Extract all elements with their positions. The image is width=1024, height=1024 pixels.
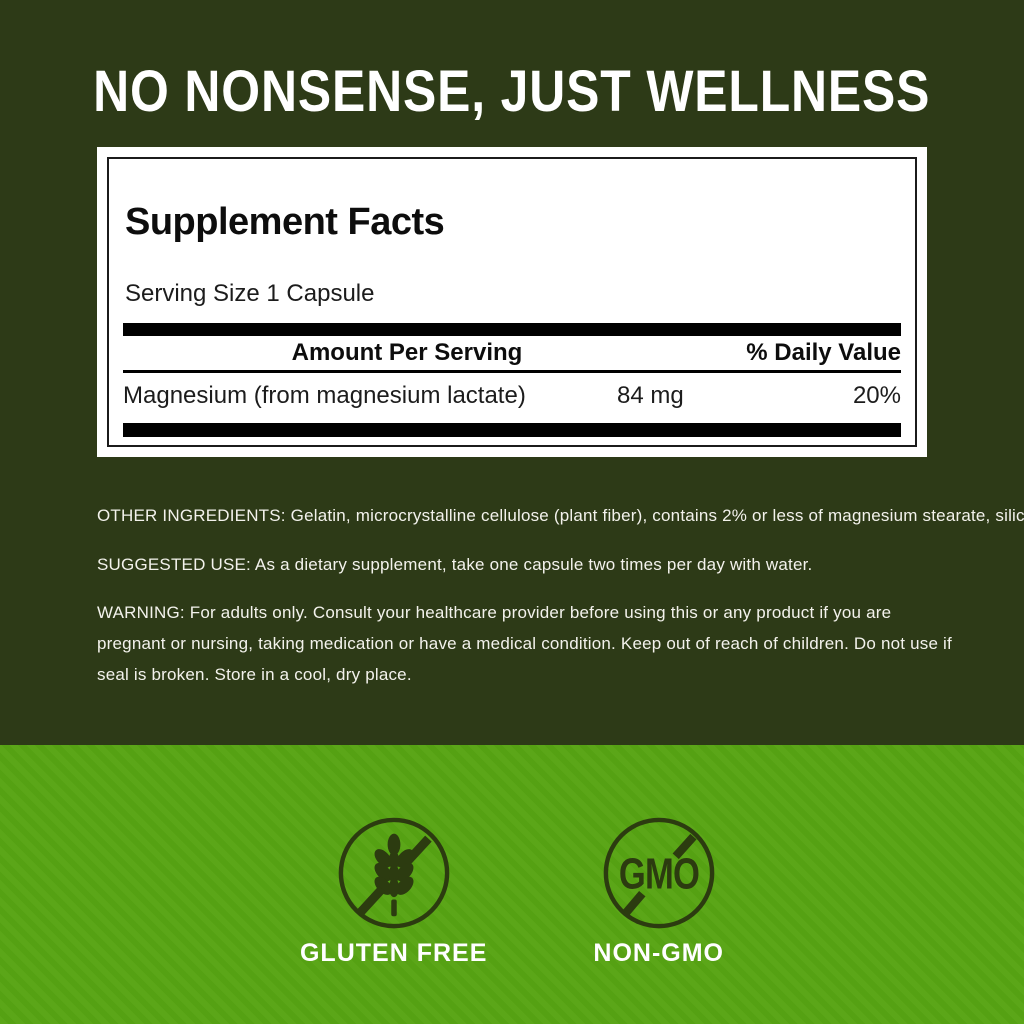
nutrient-amount: 84 mg — [617, 382, 684, 410]
gmo-icon-text: GMO — [619, 851, 699, 898]
supplement-facts-panel: Supplement Facts Serving Size 1 Capsule … — [97, 147, 927, 457]
headline-text: NO NONSENSE, JUST WELLNESS — [93, 59, 931, 124]
headline: NO NONSENSE, JUST WELLNESS — [0, 58, 1024, 125]
gluten-free-label: GLUTEN FREE — [299, 939, 488, 967]
non-gmo-badge: GMO NON-GMO — [593, 814, 724, 968]
table-top-bar — [123, 323, 901, 337]
supplement-facts-border: Supplement Facts Serving Size 1 Capsule … — [107, 157, 917, 447]
warning-text: WARNING: For adults only. Consult your h… — [97, 603, 952, 684]
table-header-row: Amount Per Serving % Daily Value — [123, 336, 901, 370]
facts-title: Supplement Facts — [125, 201, 445, 243]
suggested-use-text: SUGGESTED USE: As a dietary supplement, … — [97, 555, 813, 574]
table-bottom-bar — [123, 423, 901, 438]
badges-row: GLUTEN FREE GMO NON-GMO — [0, 814, 1024, 968]
other-ingredients-text: OTHER INGREDIENTS: Gelatin, microcrystal… — [97, 506, 1024, 525]
gmo-crossed-icon: GMO — [603, 817, 714, 929]
daily-value-header: % Daily Value — [746, 339, 901, 367]
gluten-free-badge: GLUTEN FREE — [300, 814, 487, 968]
nutrient-daily-value: 20% — [852, 382, 901, 410]
wheat-crossed-icon — [338, 817, 449, 929]
non-gmo-label: NON-GMO — [593, 939, 724, 967]
serving-size: Serving Size 1 Capsule — [125, 279, 375, 307]
table-header-rule — [123, 370, 901, 374]
bottom-band: GLUTEN FREE GMO NON-GMO — [0, 745, 1024, 1024]
table-row: Magnesium (from magnesium lactate) 84 mg… — [123, 373, 901, 423]
nutrient-name: Magnesium (from magnesium lactate) — [123, 382, 526, 410]
amount-per-serving-header: Amount Per Serving — [291, 339, 523, 367]
facts-table: Amount Per Serving % Daily Value Magnesi… — [123, 323, 901, 438]
